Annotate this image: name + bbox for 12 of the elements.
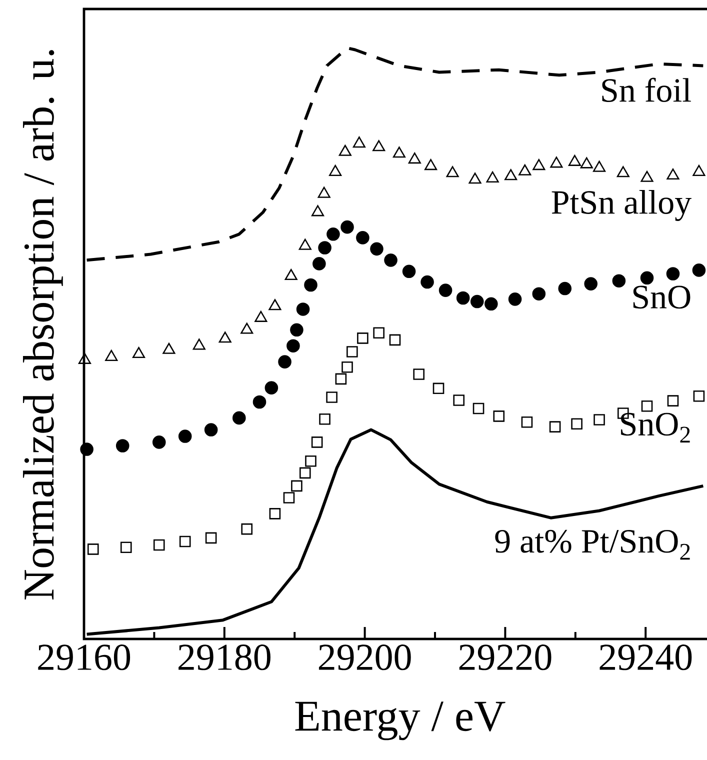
x-axis-title: Energy / eV: [295, 702, 506, 740]
x-tick-label: 29220: [459, 644, 552, 670]
x-tick-label: 29180: [178, 644, 270, 670]
x-tick-label: 29200: [318, 644, 411, 670]
y-axis-title: Normalized absorption / arb. u.: [22, 50, 63, 600]
x-tick-label: 29160: [38, 644, 130, 670]
series-label: Sn foil: [602, 78, 691, 102]
series-label: SnO$_{2}$: [621, 412, 690, 443]
x-tick-label: 29240: [600, 644, 692, 670]
series-label: SnO: [633, 286, 690, 309]
series-label: PtSn alloy: [552, 190, 692, 221]
series-label: 9 at% Pt/SnO$_{2}$: [495, 530, 690, 560]
